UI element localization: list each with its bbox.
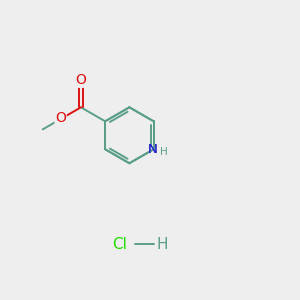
Text: Cl: Cl xyxy=(112,237,127,252)
Text: N: N xyxy=(147,143,157,156)
Text: N: N xyxy=(147,143,157,156)
Text: N: N xyxy=(147,143,157,156)
Text: O: O xyxy=(76,73,86,87)
Text: O: O xyxy=(76,73,86,87)
Text: H: H xyxy=(160,147,168,157)
Text: O: O xyxy=(55,111,66,125)
Text: H: H xyxy=(156,237,167,252)
Text: O: O xyxy=(55,111,66,125)
